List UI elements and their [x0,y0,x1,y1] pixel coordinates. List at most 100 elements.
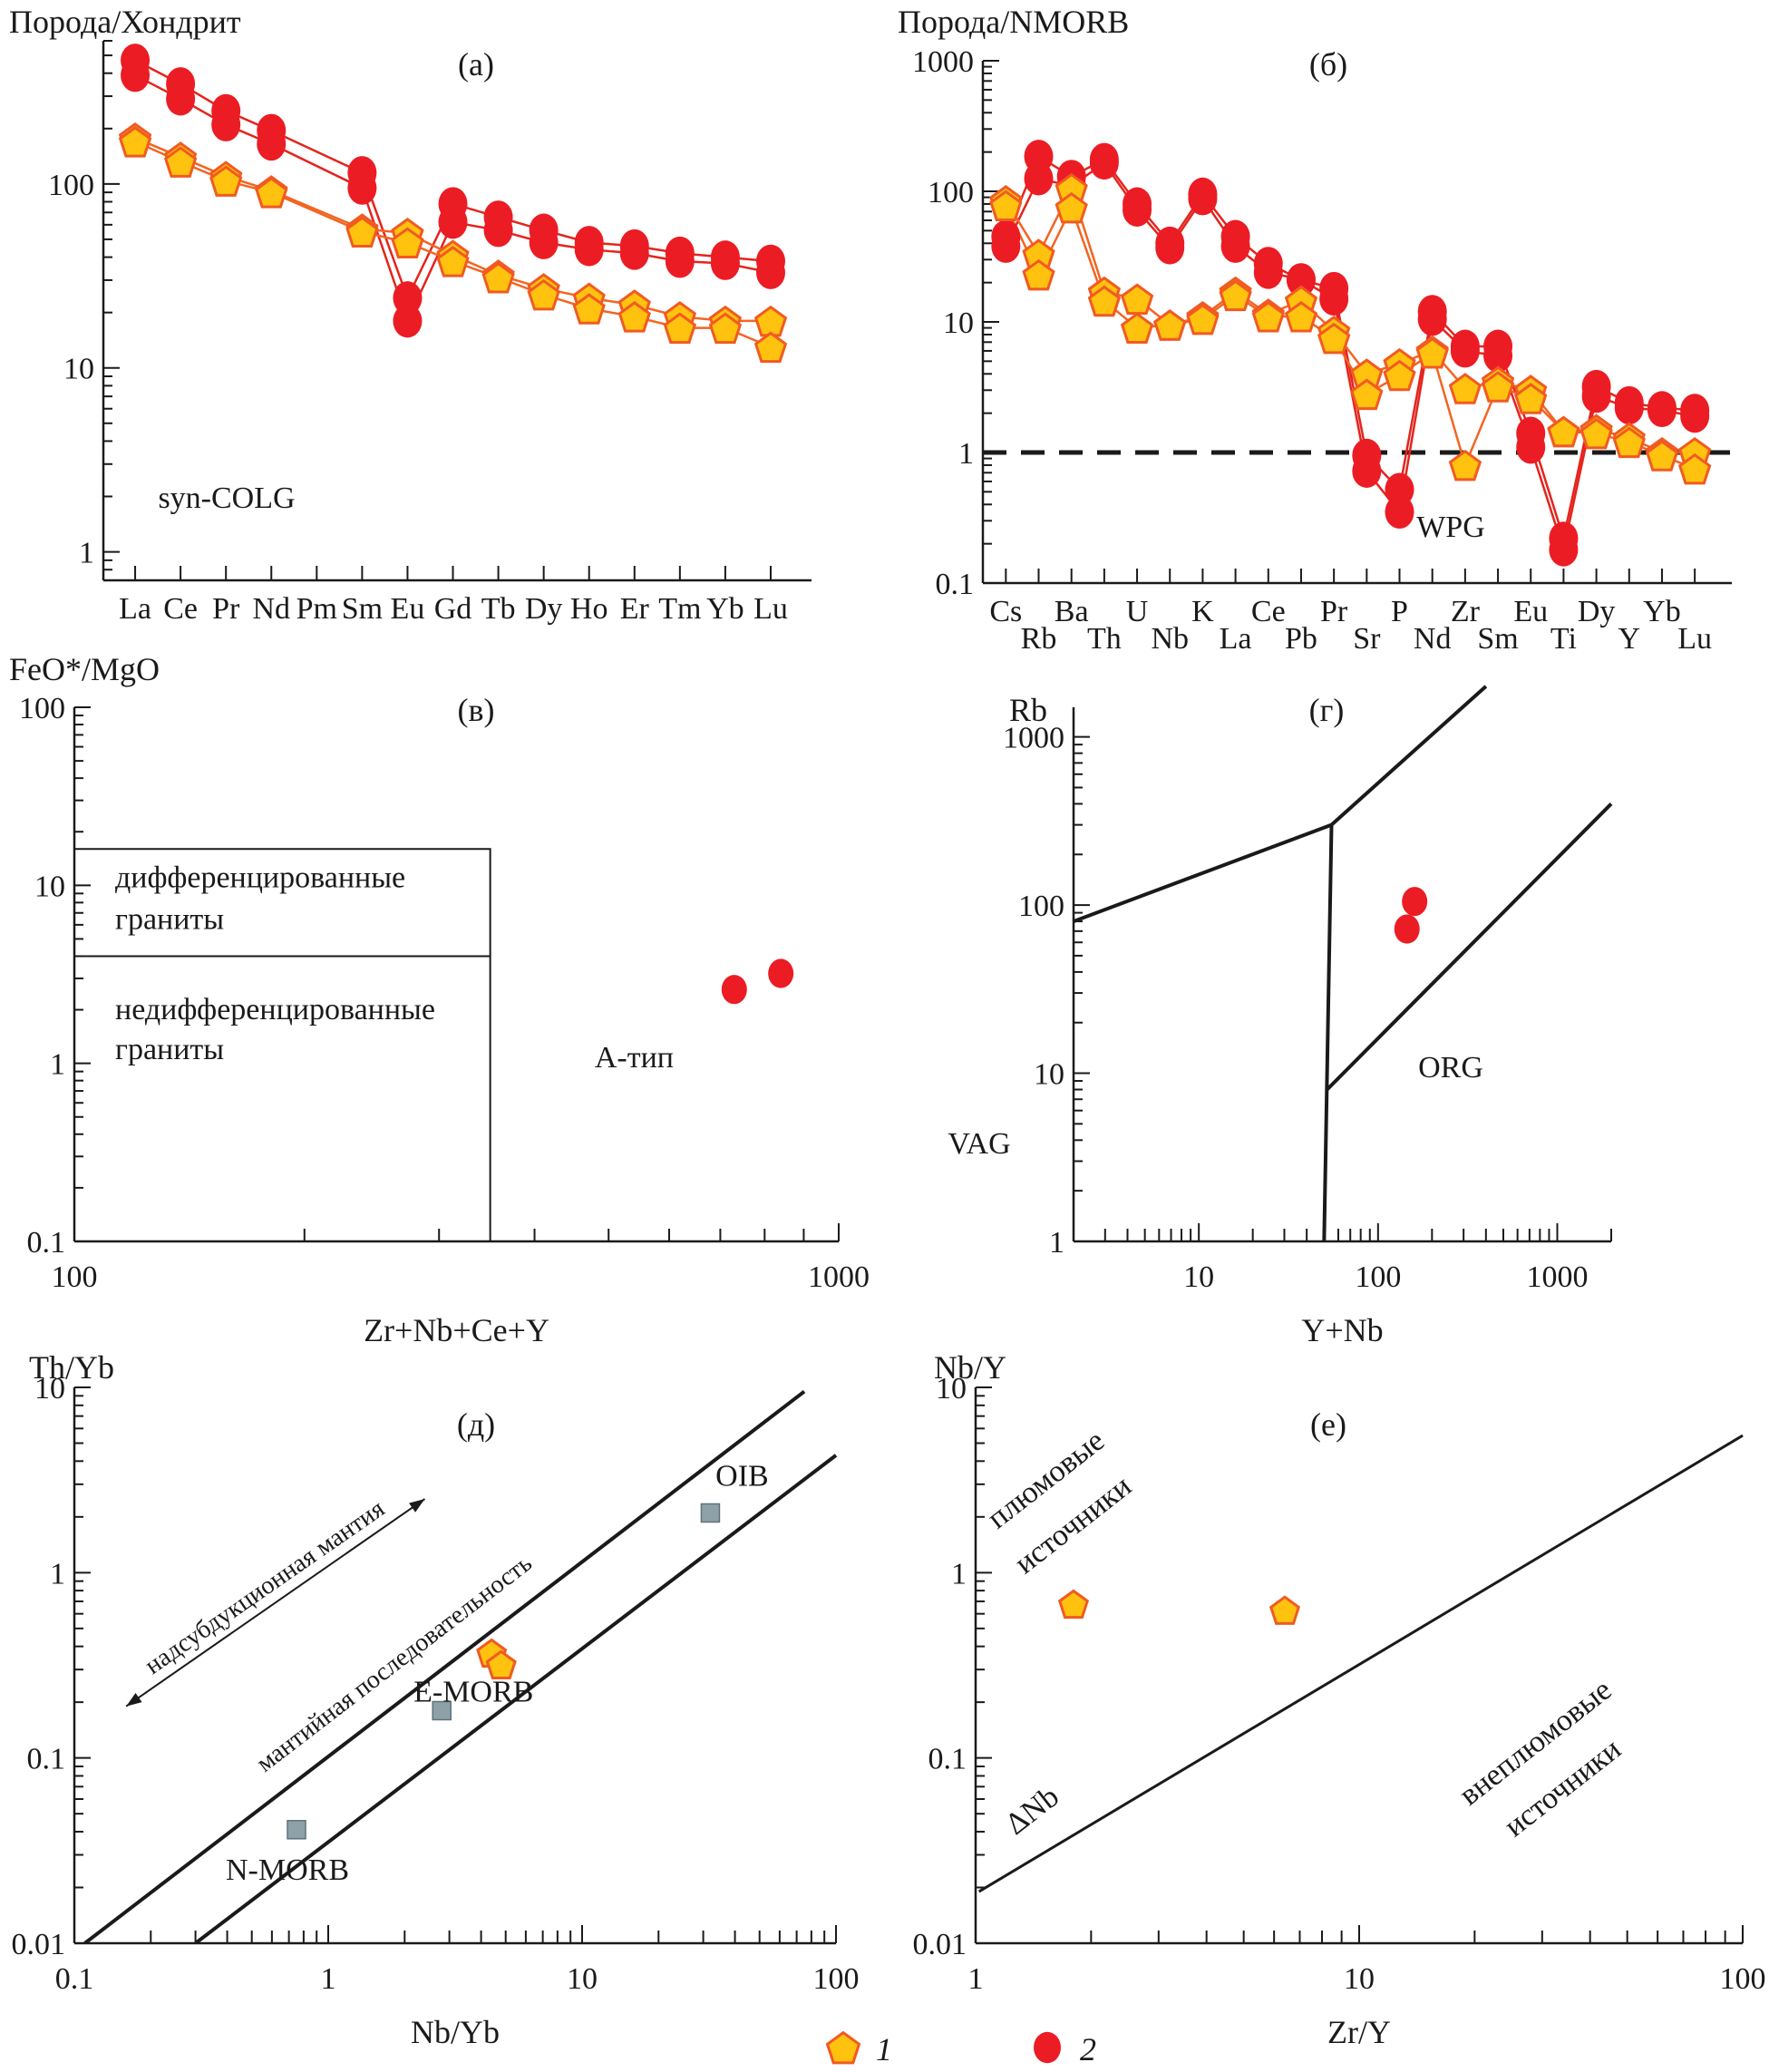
x-tick-label: Sm [342,592,383,626]
data-point [529,226,559,259]
data-point [1251,300,1285,333]
data-point [1319,282,1349,316]
data-point [1579,417,1613,450]
y-tick-label: 100 [19,692,65,725]
x-tick-label: Er [620,592,650,626]
y-tick-label: 1 [50,1557,65,1590]
series-line-1 [1005,204,1696,471]
y-axis-title: Порода/NMORB [898,4,1129,40]
data-point [1415,336,1449,369]
data-point [1024,161,1054,196]
y-axis-title: Rb [1009,692,1047,728]
line-label: ΔNb [999,1780,1065,1842]
data-point [1402,887,1428,917]
data-point [619,236,649,270]
legend-circle-icon [1034,2031,1061,2064]
data-point [1394,914,1420,944]
x-axis-title: Y+Nb [1301,1312,1383,1348]
y-tick-label: 1000 [1003,722,1064,755]
data-point [1253,255,1283,289]
data-point [166,82,196,116]
x-tick-label: 10 [1183,1260,1214,1294]
data-point [572,293,606,325]
data-point [1120,312,1154,344]
data-point [1089,146,1119,180]
reference-point [700,1503,721,1523]
region-label: граниты [115,902,224,936]
region-label: недифференцированные [115,993,435,1026]
y-tick-label: 0.1 [936,568,975,601]
data-point [527,278,560,311]
data-point [438,205,468,239]
x-tick-label: Zr [1451,595,1481,628]
x-tick-label: Ce [163,592,198,626]
x-axis-title: Zr/Y [1327,2014,1391,2050]
y-tick-label: 10 [63,353,94,386]
data-point [1087,285,1122,317]
data-point [1516,430,1546,464]
x-tick-label: Nd [252,592,290,626]
boundary-lines [1074,685,1613,1241]
data-point [1022,258,1055,291]
data-point [1514,383,1548,414]
data-point [991,229,1021,263]
region-label: граниты [115,1033,224,1066]
y-tick-label: 10 [34,870,65,903]
series-line-2 [1005,154,1696,543]
data-point [485,1649,517,1679]
data-point [1188,181,1218,216]
x-axis-title: Nb/Yb [411,2014,500,2050]
x-tick-label: Nb [1151,622,1189,656]
x-tick-label: Pb [1285,622,1317,656]
x-tick-label: Lu [753,592,788,626]
boundary-lines [977,1434,1744,1893]
x-tick-label: 10 [1344,1962,1375,1996]
x-tick-label: Th [1087,622,1122,656]
boundary-lines [74,848,491,1241]
x-tick-label: Y [1618,622,1641,656]
data-point [1352,454,1382,488]
data-point [118,126,152,158]
reference-point [287,1820,306,1840]
x-tick-label: Ti [1550,622,1577,656]
x-tick-label: 1000 [1526,1260,1588,1294]
boundary-line [83,1389,806,1943]
x-tick-label: La [119,592,151,626]
boundary-line [1074,822,1333,923]
x-tick-label: La [1220,622,1252,656]
data-point [617,301,651,333]
x-tick-label: 0.1 [55,1962,94,1996]
panel-label: (б) [1309,46,1347,83]
data-point [1483,338,1513,373]
y-axis-title: FeO*/MgO [9,651,160,687]
data-point [209,165,243,197]
data-point [1581,379,1611,413]
data-point [708,312,743,345]
panel-label: (д) [457,1406,495,1443]
y-tick-label: 100 [928,176,974,209]
x-tick-label: 1 [968,1962,984,1996]
data-point [1448,373,1482,404]
x-tick-label: Pr [212,592,240,626]
y-tick-label: 1 [79,537,94,570]
data-point [1219,279,1252,312]
arrow-head-icon [409,1499,425,1513]
x-tick-label: Dy [525,592,563,626]
panel-label: (а) [458,46,494,83]
boundary-line [1330,685,1488,827]
data-point [393,281,423,315]
reference-point [432,1700,452,1721]
data-point [391,227,424,258]
y-axis-title: Nb/Y [934,1349,1006,1386]
x-tick-label: Tb [481,592,516,626]
chart-panel-b: Порода/NMORB (б) 0.1 1 10 100 1000 CsRbBaThUNbK… [898,4,1732,656]
y-axis-title: Порода/Хондрит [9,4,241,40]
data-point [753,305,788,337]
y-tick-label: 10 [1034,1058,1064,1092]
legend-label: 2 [1080,2031,1096,2067]
series-line-2 [1005,161,1696,555]
data-point [436,246,470,277]
x-tick-label: Tm [658,592,701,626]
